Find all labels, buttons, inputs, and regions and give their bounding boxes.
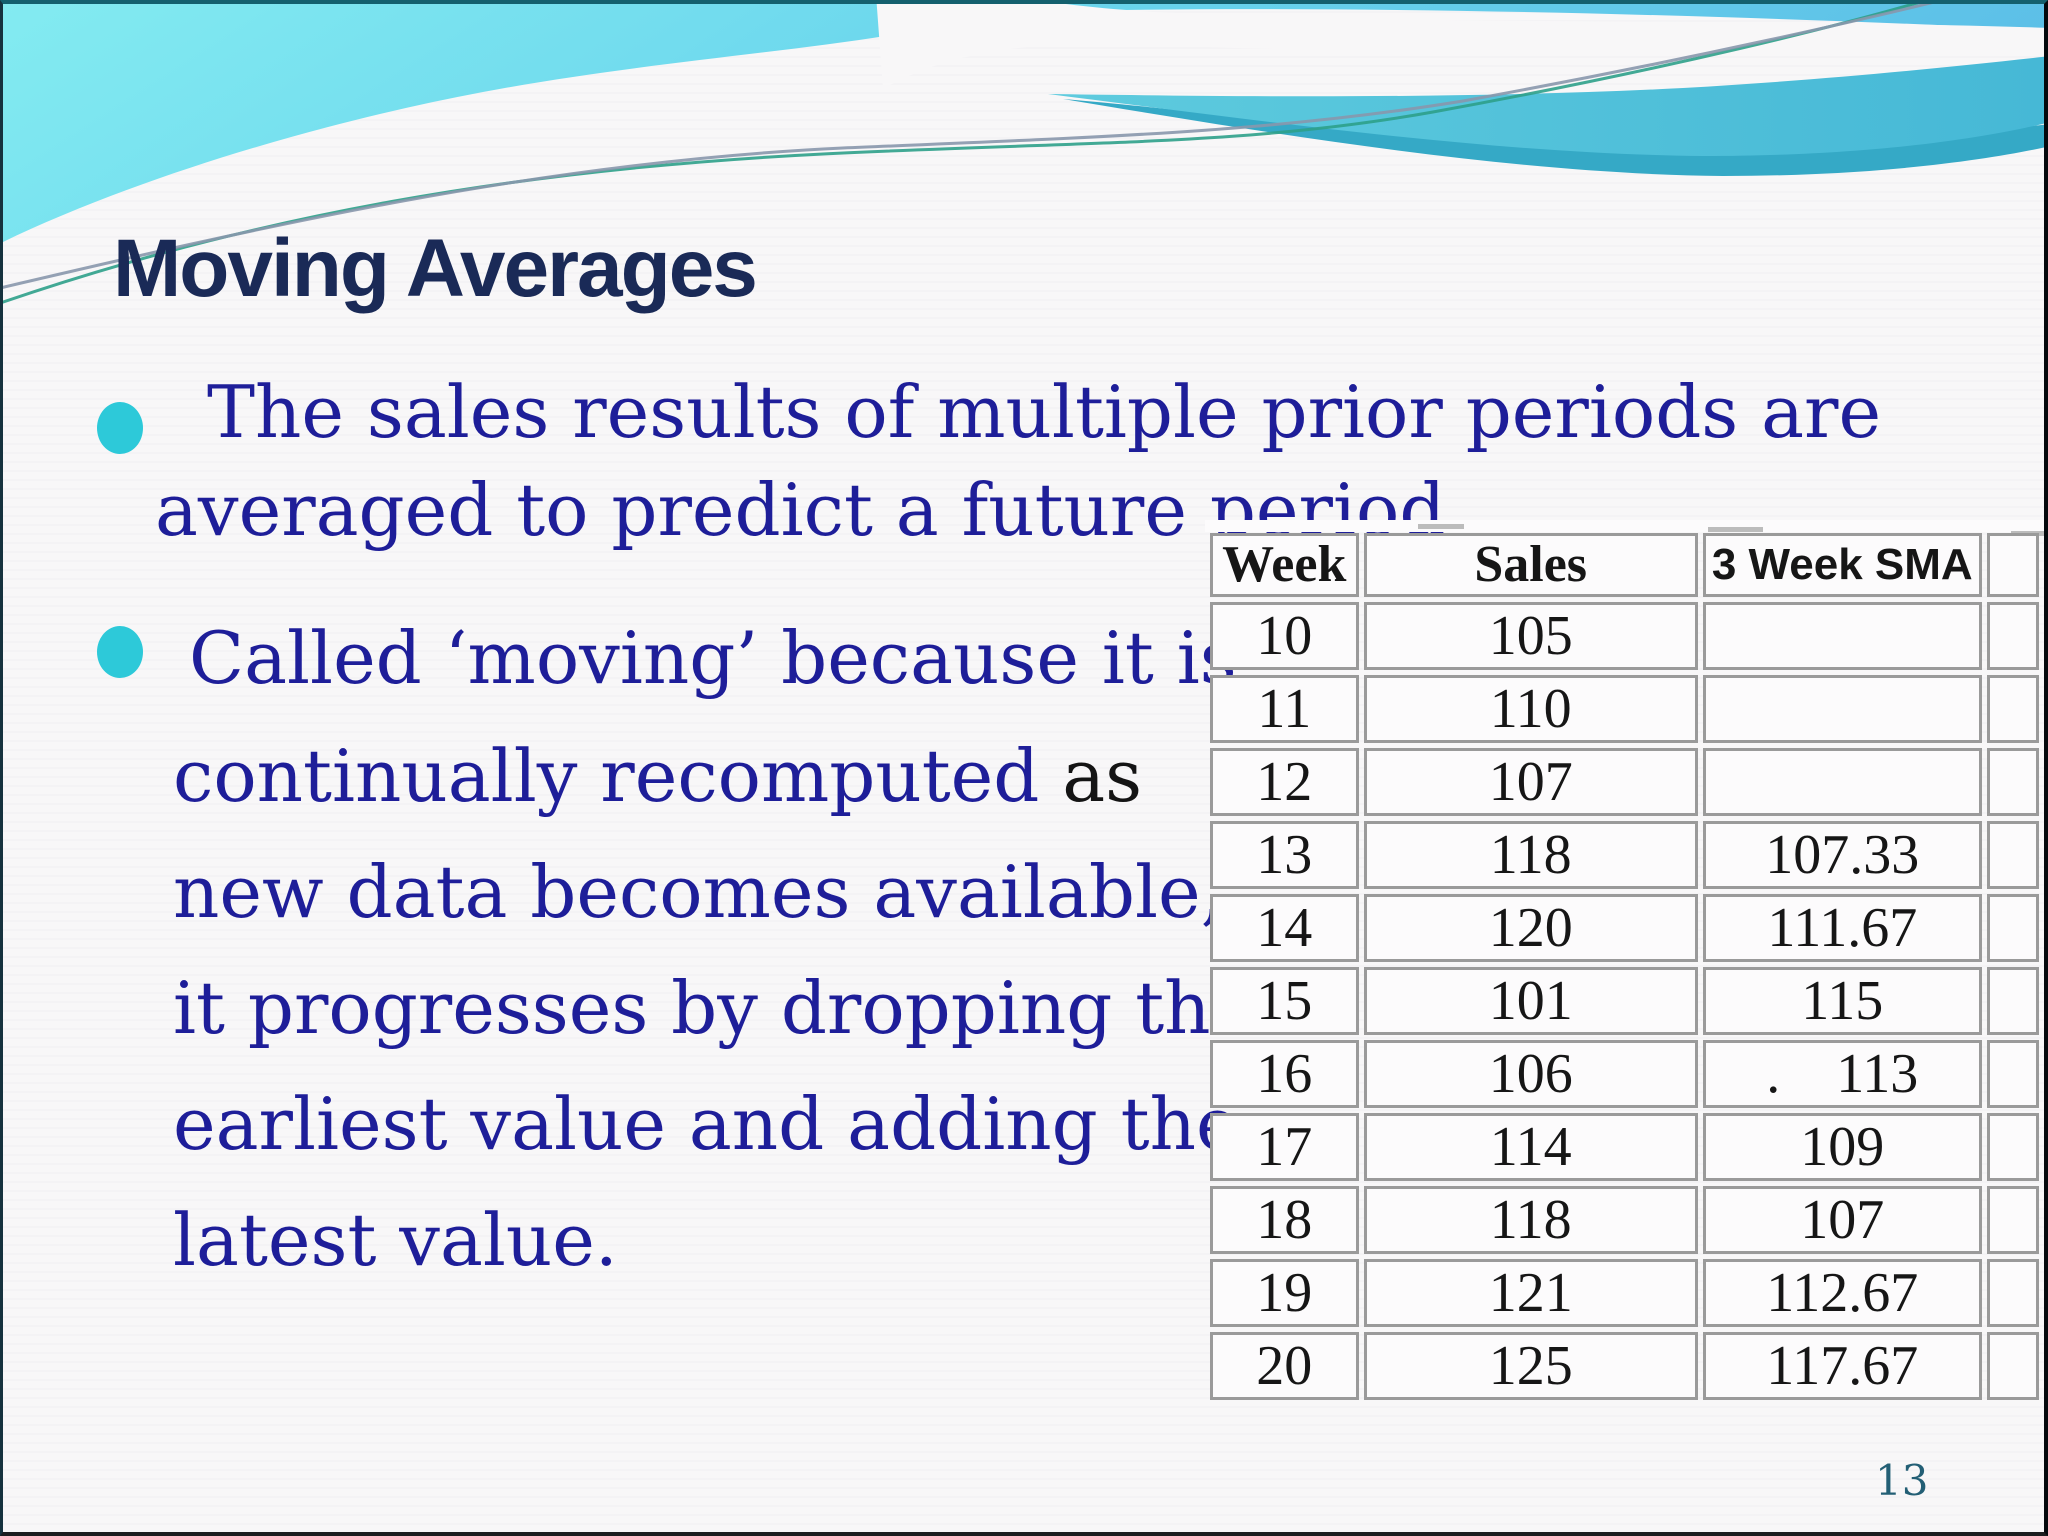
column-header-week: Week bbox=[1210, 533, 1359, 597]
table-cell: 117.67 bbox=[1702, 1332, 1982, 1400]
page-number: 13 bbox=[1875, 1456, 1929, 1505]
table-cell: 120 bbox=[1363, 894, 1698, 962]
table-cell: 18 bbox=[1210, 1186, 1359, 1254]
table-cell: 106 bbox=[1363, 1040, 1698, 1108]
table-cell: 15 bbox=[1210, 967, 1359, 1035]
table-row: 14 120 111.67 bbox=[1210, 894, 2039, 962]
white-ribbon-wave bbox=[876, 4, 2044, 89]
sma-table: Week Sales 3 Week SMA 10 105 11 110 12 107 13 1… bbox=[1205, 528, 2044, 1405]
table-cell-cutoff bbox=[1986, 894, 2039, 962]
table-row: 16 106. 113 bbox=[1210, 1040, 2039, 1108]
table-cell: 110 bbox=[1363, 675, 1698, 743]
table-cell-cutoff bbox=[1986, 1332, 2039, 1400]
column-header-sma: 3 Week SMA bbox=[1702, 533, 1982, 597]
table-artifact-dash bbox=[1418, 524, 1464, 529]
table-cell: 11 bbox=[1210, 675, 1359, 743]
table-cell: 12 bbox=[1210, 748, 1359, 816]
table-cell: 19 bbox=[1210, 1259, 1359, 1327]
table-cell: 111.67 bbox=[1702, 894, 1982, 962]
bullet2-line6: latest value. bbox=[173, 1198, 618, 1282]
table-row: 17 114 109 bbox=[1210, 1113, 2039, 1181]
table-row: 11 110 bbox=[1210, 675, 2039, 743]
table-cell: 112.67 bbox=[1702, 1259, 1982, 1327]
bullet-icon bbox=[97, 626, 143, 678]
table-cell-cutoff bbox=[1986, 1113, 2039, 1181]
table-cell bbox=[1702, 675, 1982, 743]
table-cell-cutoff bbox=[1986, 1040, 2039, 1108]
table-cell: 107 bbox=[1702, 1186, 1982, 1254]
table-cell-cutoff bbox=[1986, 675, 2039, 743]
bullet-icon bbox=[97, 402, 143, 454]
table-cell: . 113 bbox=[1702, 1040, 1982, 1108]
table-row: 15 101 115 bbox=[1210, 967, 2039, 1035]
page-title: Moving Averages bbox=[113, 223, 758, 314]
bullet2-line1: Called ‘moving’ because it is bbox=[189, 616, 1237, 700]
table-cell: 101 bbox=[1363, 967, 1698, 1035]
table-cell: 14 bbox=[1210, 894, 1359, 962]
table-cell: 107 bbox=[1363, 748, 1698, 816]
table-cell: 105 bbox=[1363, 602, 1698, 670]
table-row: 19 121 112.67 bbox=[1210, 1259, 2039, 1327]
cyan-wave bbox=[3, 4, 2044, 242]
table-cell-cutoff bbox=[1986, 967, 2039, 1035]
bullet2-line2-blue: continually recomputed bbox=[173, 734, 1063, 818]
table-artifact-dash bbox=[1708, 527, 1763, 532]
table-cell: 114 bbox=[1363, 1113, 1698, 1181]
table-paste-margin bbox=[1205, 520, 2044, 532]
bullet2-line2-black: as bbox=[1062, 734, 1143, 818]
table-cell-cutoff bbox=[1986, 821, 2039, 889]
table-cell bbox=[1702, 748, 1982, 816]
table-cell-cutoff bbox=[1986, 748, 2039, 816]
table-row: 20 125 117.67 bbox=[1210, 1332, 2039, 1400]
table-header-row: Week Sales 3 Week SMA bbox=[1210, 533, 2039, 597]
bullet2-line4: it progresses by dropping the bbox=[173, 966, 1254, 1050]
table-cell-cutoff bbox=[1986, 1259, 2039, 1327]
table-cell-cutoff bbox=[1986, 602, 2039, 670]
table-cell: 20 bbox=[1210, 1332, 1359, 1400]
table-row: 12 107 bbox=[1210, 748, 2039, 816]
bullet2-line5: earliest value and adding the bbox=[173, 1082, 1239, 1166]
table-cell: 16 bbox=[1210, 1040, 1359, 1108]
table-cell: 10 bbox=[1210, 602, 1359, 670]
table-cell: 17 bbox=[1210, 1113, 1359, 1181]
table-cell: 121 bbox=[1363, 1259, 1698, 1327]
bullet2-line3: new data becomes available, bbox=[173, 850, 1224, 934]
table-cell: 125 bbox=[1363, 1332, 1698, 1400]
table-cell: 109 bbox=[1702, 1113, 1982, 1181]
table-cell bbox=[1702, 602, 1982, 670]
column-header-cutoff bbox=[1986, 533, 2039, 597]
teal-wave bbox=[1048, 56, 2044, 156]
table-row: 18 118 107 bbox=[1210, 1186, 2039, 1254]
table-cell: 13 bbox=[1210, 821, 1359, 889]
table-cell: 107.33 bbox=[1702, 821, 1982, 889]
table-row: 13 118 107.33 bbox=[1210, 821, 2039, 889]
table-cell: 115 bbox=[1702, 967, 1982, 1035]
teal-wave-dark-rim bbox=[1063, 99, 2044, 176]
sma-table-body: 10 105 11 110 12 107 13 118 107.33 14 120 111.67 15 1… bbox=[1210, 602, 2039, 1400]
bullet2-line2: continually recomputed as bbox=[173, 740, 1142, 812]
bullet1-line1: The sales results of multiple prior peri… bbox=[207, 370, 1882, 454]
table-cell-cutoff bbox=[1986, 1186, 2039, 1254]
table-cell: 118 bbox=[1363, 821, 1698, 889]
table-cell: 118 bbox=[1363, 1186, 1698, 1254]
column-header-sales: Sales bbox=[1363, 533, 1698, 597]
table-row: 10 105 bbox=[1210, 602, 2039, 670]
